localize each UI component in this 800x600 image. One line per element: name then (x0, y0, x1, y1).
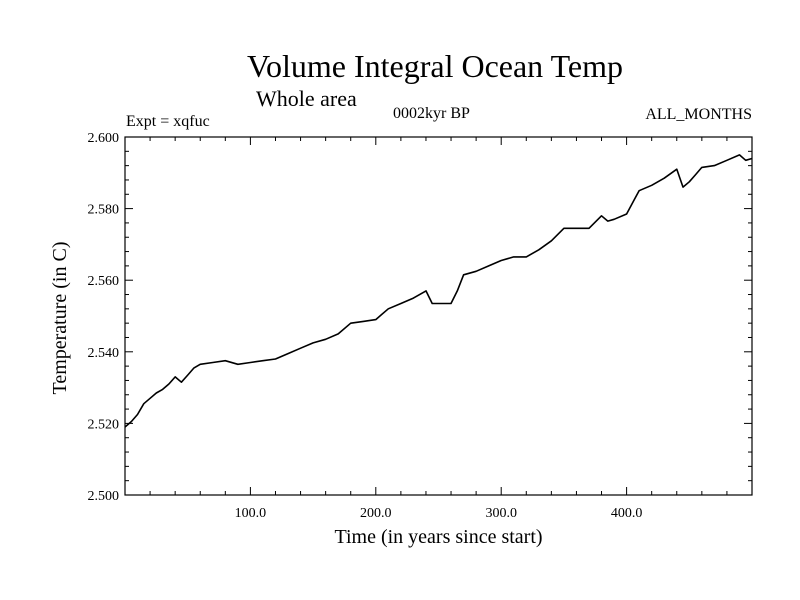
y-tick-label: 2.600 (88, 131, 120, 146)
chart-title: Volume Integral Ocean Temp (246, 48, 623, 84)
y-tick-label: 2.580 (88, 203, 120, 218)
months-label: ALL_MONTHS (645, 106, 752, 123)
series-line (124, 154, 753, 428)
x-axis-label: Time (in years since start) (334, 526, 543, 548)
axis-ticks: 2.500 2.520 2.540 2.560 2.580 2.600 100.0 200.0… (88, 131, 752, 521)
x-tick-label: 400.0 (611, 506, 643, 521)
y-tick-label: 2.520 (88, 417, 120, 432)
y-tick-label: 2.560 (88, 274, 120, 289)
x-tick-label: 100.0 (235, 506, 267, 521)
x-tick-label: 300.0 (485, 506, 517, 521)
series-layer (124, 154, 753, 428)
period-label: 0002kyr BP (393, 105, 470, 122)
chart-subtitle: Whole area (256, 86, 357, 111)
experiment-label: Expt = xqfuc (126, 113, 210, 130)
y-tick-label: 2.540 (88, 346, 120, 361)
plot-frame (124, 136, 753, 496)
x-tick-label: 200.0 (360, 506, 392, 521)
y-tick-label: 2.500 (88, 489, 120, 504)
